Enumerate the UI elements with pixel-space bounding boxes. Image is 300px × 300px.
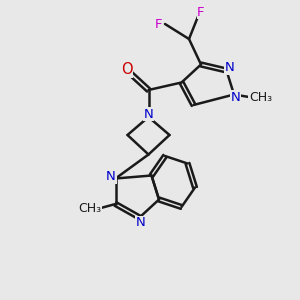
Text: CH₃: CH₃ xyxy=(78,202,101,215)
Text: N: N xyxy=(231,91,240,104)
Text: F: F xyxy=(197,5,205,19)
Text: F: F xyxy=(155,17,162,31)
Text: N: N xyxy=(106,170,116,184)
Text: N: N xyxy=(144,107,153,121)
Text: N: N xyxy=(136,216,146,230)
Text: N: N xyxy=(225,61,234,74)
Text: CH₃: CH₃ xyxy=(249,91,272,104)
Text: O: O xyxy=(121,62,133,77)
